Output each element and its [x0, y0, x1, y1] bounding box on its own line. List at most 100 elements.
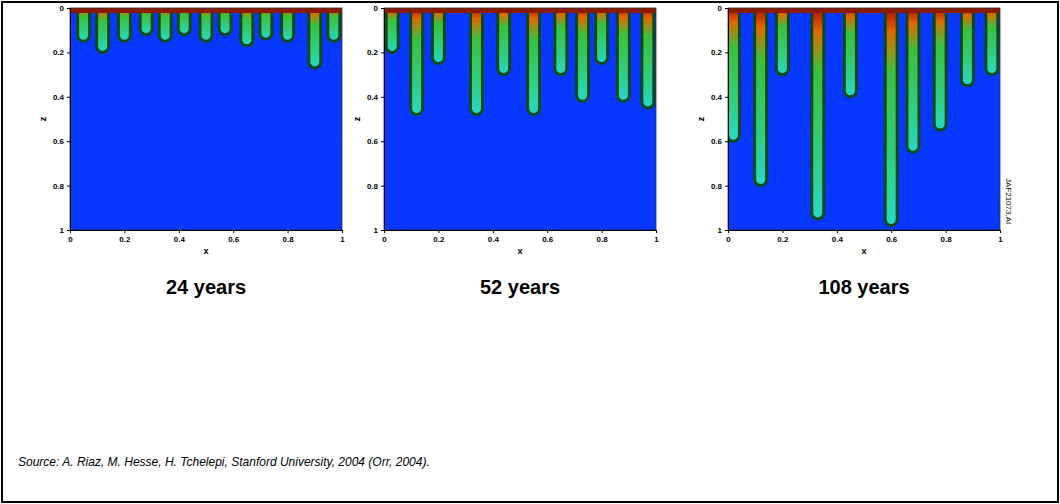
tick-label: 0.2 [777, 235, 789, 244]
tick: 0.6 [367, 137, 384, 146]
tick: 1 [60, 226, 70, 235]
tick: 0.2 [53, 48, 70, 57]
x-axis: 00.20.40.60.81 [382, 230, 659, 244]
x-axis-title: x [517, 246, 522, 256]
tick-label: 0.2 [711, 48, 723, 57]
tick-label: 0.4 [832, 235, 844, 244]
axis-line [67, 9, 71, 231]
tick-label: 0 [382, 235, 387, 244]
tick-label: 0.8 [283, 235, 295, 244]
tick: 0.4 [53, 93, 70, 102]
finger [776, 8, 788, 75]
tick-mark [67, 230, 70, 231]
figure: 00.20.40.60.8100.20.40.60.81xz24 years00… [0, 0, 1060, 504]
tick-label: 0.6 [53, 137, 65, 146]
panel: 00.20.40.60.8100.20.40.60.81xz52 years [352, 4, 659, 298]
axis-line [725, 9, 729, 231]
tick-mark [725, 97, 728, 98]
tick: 0.4 [174, 230, 186, 244]
tick-label: 0.4 [488, 235, 500, 244]
finger [885, 8, 897, 226]
tick: 0.6 [228, 230, 240, 244]
finger [617, 8, 629, 101]
tick-mark [837, 230, 838, 233]
tick-label: 0.8 [941, 235, 953, 244]
tick-mark [725, 141, 728, 142]
tick-mark [547, 230, 548, 233]
finger [498, 8, 510, 75]
background [728, 8, 1000, 230]
tick: 0 [718, 4, 728, 13]
tick-label: 0 [718, 4, 723, 13]
boundary-layer [70, 8, 342, 13]
tick-label: 0.8 [53, 182, 65, 191]
tick-label: 0.2 [53, 48, 65, 57]
plot-area [384, 8, 656, 230]
tick-mark [67, 141, 70, 142]
tick: 0.8 [941, 230, 953, 244]
tick-mark [67, 52, 70, 53]
finger [961, 8, 973, 86]
tick: 0.4 [488, 230, 500, 244]
tick-mark [381, 230, 384, 231]
y-axis: 0 0.2 0.4 0.6 0.8 1 [367, 4, 385, 235]
finger [97, 8, 109, 52]
panel-caption: 108 years [818, 276, 909, 298]
finger [309, 8, 321, 68]
finger [844, 8, 856, 97]
figure-frame [2, 2, 1058, 502]
plot-frame [70, 8, 342, 230]
tick-label: 0.4 [711, 93, 723, 102]
finger [555, 8, 567, 75]
tick-label: 0.2 [367, 48, 379, 57]
tick-label: 0.8 [711, 182, 723, 191]
y-axis-title: z [38, 116, 48, 121]
tick-mark [381, 186, 384, 187]
tick-label: 1 [654, 235, 659, 244]
tick-mark [381, 141, 384, 142]
y-axis: 0 0.2 0.4 0.6 0.8 1 [711, 4, 729, 235]
x-axis: 00.20.40.60.81 [726, 230, 1003, 244]
tick-mark [381, 8, 384, 9]
tick-mark [67, 186, 70, 187]
tick: 0.2 [777, 230, 789, 244]
tick: 0.6 [542, 230, 554, 244]
tick-label: 0.6 [886, 235, 898, 244]
tick-mark [438, 230, 439, 233]
finger [241, 8, 253, 46]
finger [596, 8, 608, 64]
tick-label: 1 [374, 226, 379, 235]
tick: 0.4 [711, 93, 728, 102]
axis-line [71, 231, 343, 234]
tick: 1 [998, 230, 1003, 244]
tick: 0.6 [711, 137, 728, 146]
finger [642, 8, 654, 108]
tick-label: 0.8 [367, 182, 379, 191]
finger [470, 8, 482, 115]
tick: 1 [718, 226, 728, 235]
tick-label: 1 [718, 226, 723, 235]
tick-label: 0.4 [367, 93, 379, 102]
tick: 1 [374, 226, 384, 235]
tick: 0.8 [53, 182, 70, 191]
panel: 00.20.40.60.8100.20.40.60.81xz24 years [38, 4, 345, 298]
tick-label: 0 [374, 4, 379, 13]
tick-label: 1 [340, 235, 345, 244]
tick: 0.2 [119, 230, 131, 244]
side-label: JAF21073.AI [1004, 178, 1013, 224]
y-axis-title: z [352, 116, 362, 121]
finger [755, 8, 767, 186]
tick: 0.8 [283, 230, 295, 244]
tick-mark [946, 230, 947, 233]
panel-caption: 24 years [166, 276, 246, 298]
y-axis-title: z [696, 116, 706, 121]
axis-line [729, 231, 1001, 234]
tick-mark [725, 8, 728, 9]
tick: 0.8 [367, 182, 384, 191]
boundary-layer [728, 8, 1000, 13]
tick-label: 0.6 [228, 235, 240, 244]
plot-frame [384, 8, 656, 230]
tick: 0.4 [832, 230, 844, 244]
tick-mark [891, 230, 892, 233]
finger [812, 8, 824, 219]
